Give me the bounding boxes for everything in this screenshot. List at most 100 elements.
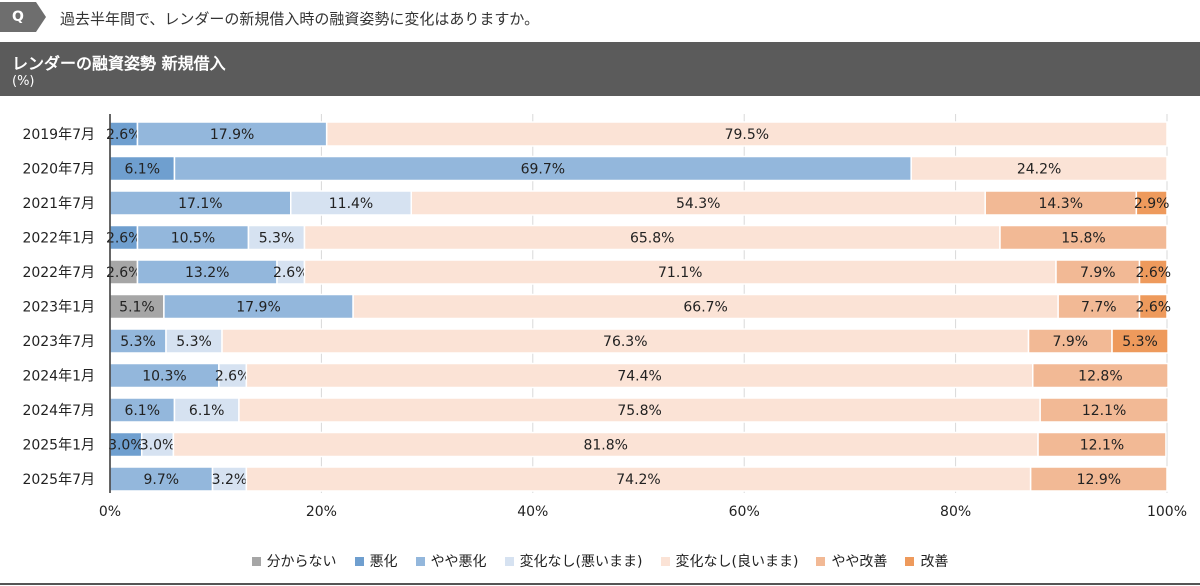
x-tick-label: 80% bbox=[940, 504, 971, 520]
legend-label: 変化なし(良いまま) bbox=[675, 554, 799, 570]
bar-segment bbox=[1037, 431, 1167, 458]
question-row: Q 過去半年間で、レンダーの新規借入時の融資姿勢に変化はありますか。 bbox=[0, 0, 1200, 36]
data-label: 76.3% bbox=[603, 334, 647, 350]
legend-label: やや改善 bbox=[831, 554, 888, 570]
data-label: 15.8% bbox=[1061, 231, 1105, 247]
category-label: 2025年7月 bbox=[22, 472, 95, 488]
data-label: 12.9% bbox=[1077, 472, 1121, 488]
bar-segment bbox=[221, 328, 1030, 354]
bar-segment bbox=[245, 362, 1034, 389]
data-label: 54.3% bbox=[676, 196, 720, 212]
data-label: 74.4% bbox=[617, 369, 661, 385]
category-label: 2023年7月 bbox=[22, 334, 95, 350]
question-text: 過去半年間で、レンダーの新規借入時の融資姿勢に変化はありますか。 bbox=[60, 10, 540, 28]
data-label: 2.6% bbox=[215, 369, 251, 385]
data-label: 9.7% bbox=[143, 472, 179, 488]
legend-swatch bbox=[415, 556, 425, 566]
bar-segment bbox=[325, 121, 1168, 147]
bar-segment bbox=[109, 328, 167, 354]
legend-swatch bbox=[251, 556, 261, 566]
legend-item: 悪化 bbox=[354, 551, 398, 571]
data-label: 5.3% bbox=[259, 231, 295, 247]
bar-segment bbox=[163, 293, 354, 320]
data-label: 69.7% bbox=[521, 162, 565, 178]
category-label: 2024年1月 bbox=[22, 369, 95, 385]
bar-segment bbox=[165, 328, 223, 354]
legend-item: 分からない bbox=[251, 551, 337, 571]
legend-item: やや悪化 bbox=[415, 551, 487, 571]
bar-segment bbox=[109, 121, 139, 147]
bar-segment bbox=[410, 190, 986, 216]
data-label: 7.9% bbox=[1052, 334, 1088, 350]
data-label: 12.8% bbox=[1078, 369, 1122, 385]
data-label: 17.9% bbox=[236, 300, 280, 316]
category-label: 2021年7月 bbox=[22, 196, 95, 212]
data-label: 6.1% bbox=[189, 403, 225, 419]
bar-segment bbox=[109, 190, 292, 216]
data-label: 12.1% bbox=[1080, 438, 1124, 454]
bar-segment bbox=[109, 259, 139, 285]
data-label: 66.7% bbox=[683, 300, 727, 316]
x-tick-label: 60% bbox=[729, 504, 760, 520]
bar-segment bbox=[1138, 259, 1168, 285]
x-tick-label: 0% bbox=[99, 504, 121, 520]
bar-segment bbox=[136, 224, 250, 251]
bar-segment bbox=[1029, 466, 1168, 492]
category-label: 2024年7月 bbox=[22, 403, 95, 419]
bar-segment bbox=[173, 397, 240, 423]
data-label: 6.1% bbox=[124, 403, 160, 419]
question-arrow bbox=[36, 2, 46, 32]
bar-segment bbox=[140, 431, 175, 458]
data-label: 2.6% bbox=[1135, 300, 1171, 316]
question-badge: Q bbox=[0, 2, 36, 32]
bar-segment bbox=[1039, 397, 1169, 423]
category-label: 2023年1月 bbox=[22, 300, 95, 316]
legend-item: 改善 bbox=[905, 551, 948, 571]
bar-segment bbox=[172, 431, 1039, 458]
bar-segment bbox=[1135, 190, 1168, 216]
data-label: 6.1% bbox=[124, 162, 160, 178]
bar-segment bbox=[109, 155, 176, 182]
category-label: 2025年1月 bbox=[22, 438, 95, 454]
x-tick-label: 100% bbox=[1147, 504, 1187, 520]
bar-segment bbox=[1111, 328, 1169, 354]
data-label: 17.1% bbox=[178, 196, 222, 212]
legend-item: 変化なし(良いまま) bbox=[660, 551, 799, 571]
legend-swatch bbox=[816, 556, 826, 566]
stacked-bar-chart: 0% 20% 40% 60% 80% 100% 2019年7月 2.6% 17.9% 79.5% 2… bbox=[22, 114, 1187, 520]
data-label: 2.6% bbox=[1135, 265, 1171, 281]
bar-segment bbox=[109, 431, 143, 458]
bar-segment bbox=[247, 224, 306, 251]
data-label: 3.2% bbox=[212, 472, 248, 488]
data-label: 14.3% bbox=[1039, 196, 1083, 212]
category-label: 2022年1月 bbox=[22, 231, 95, 247]
data-label: 10.5% bbox=[171, 231, 215, 247]
data-label: 7.9% bbox=[1080, 265, 1116, 281]
data-label: 2.6% bbox=[106, 127, 142, 143]
data-label: 5.3% bbox=[120, 334, 156, 350]
category-label: 2020年7月 bbox=[22, 162, 95, 178]
data-label: 2.6% bbox=[273, 265, 309, 281]
data-label: 12.1% bbox=[1082, 403, 1126, 419]
data-label: 3.0% bbox=[108, 438, 144, 454]
legend-item: 変化なし(悪いまま) bbox=[504, 551, 643, 571]
data-label: 7.7% bbox=[1081, 300, 1117, 316]
data-label: 74.2% bbox=[616, 472, 660, 488]
data-label: 2.6% bbox=[106, 231, 142, 247]
bar-segment bbox=[1032, 362, 1169, 389]
chart-title: レンダーの融資姿勢 新規借入 bbox=[12, 54, 226, 73]
category-label: 2019年7月 bbox=[22, 127, 95, 143]
bar-segment bbox=[245, 466, 1032, 492]
bar-segment bbox=[984, 190, 1138, 216]
bar-segment bbox=[1027, 328, 1113, 354]
data-label: 24.2% bbox=[1017, 162, 1061, 178]
data-label: 10.3% bbox=[142, 369, 186, 385]
data-label: 79.5% bbox=[725, 127, 769, 143]
data-label: 2.9% bbox=[1134, 196, 1170, 212]
data-label: 65.8% bbox=[630, 231, 674, 247]
bar-segment bbox=[999, 224, 1168, 251]
legend-label: 分からない bbox=[266, 554, 337, 570]
data-label: 5.1% bbox=[119, 300, 155, 316]
bar-segment bbox=[173, 155, 912, 182]
data-label: 71.1% bbox=[658, 265, 702, 281]
